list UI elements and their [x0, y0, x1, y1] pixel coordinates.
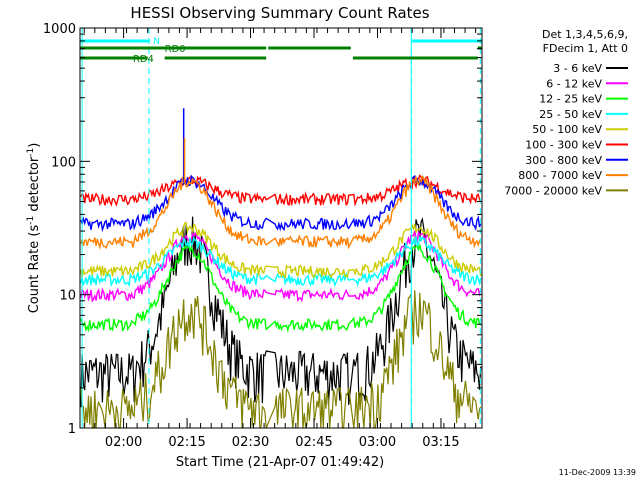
- legend-entry-label: 100 - 300 keV: [525, 139, 602, 152]
- plot-frame: [79, 27, 483, 429]
- x-tick-label: 03:00: [359, 435, 396, 450]
- legend-entry-label: 300 - 800 keV: [525, 154, 602, 167]
- x-axis-label: Start Time (21-Apr-07 01:49:42): [176, 455, 384, 470]
- series-line: [80, 290, 482, 429]
- legend-entry-label: 7000 - 20000 keV: [504, 184, 602, 197]
- series-line: [80, 243, 482, 333]
- y-tick-label: 1000: [43, 22, 76, 37]
- timestamp: 11-Dec-2009 13:39: [559, 468, 636, 477]
- legend-entry-label: 3 - 6 keV: [553, 62, 602, 75]
- x-tick-label: 02:30: [232, 435, 269, 450]
- series-line: [80, 174, 482, 233]
- series-line: [80, 174, 482, 250]
- legend-entry-label: 6 - 12 keV: [546, 77, 602, 90]
- x-tick-label: 02:45: [295, 435, 332, 450]
- series-line: [80, 221, 482, 279]
- flag-label-night: N: [153, 37, 160, 47]
- legend-entry-label: 12 - 25 keV: [539, 93, 602, 106]
- y-tick-label: 1: [68, 422, 76, 437]
- series-line: [80, 173, 482, 207]
- chart-title: HESSI Observing Summary Count Rates: [130, 4, 429, 22]
- legend-entry-label: 25 - 50 keV: [539, 108, 602, 121]
- x-tick-label: 02:00: [105, 435, 142, 450]
- legend-entry-label: 50 - 100 keV: [532, 123, 602, 136]
- legend-header: Det 1,3,4,5,6,9,: [542, 28, 628, 41]
- legend-entry-label: 800 - 7000 keV: [518, 169, 602, 182]
- x-tick-label: 02:15: [168, 435, 205, 450]
- legend-header: FDecim 1, Att 0: [543, 42, 628, 55]
- y-axis-label: Count Rate (s-1 detector-1): [26, 143, 42, 314]
- flag-layer: N RD0 RD4: [80, 28, 482, 428]
- axis-layer: 1 10 100 1000 02:00 02:15 02:30 02:45 03:00 03:15: [43, 22, 482, 450]
- data-layer: [80, 108, 482, 429]
- y-tick-label: 100: [51, 155, 76, 170]
- series-line: [80, 216, 482, 408]
- series-line: [80, 234, 482, 288]
- flag-label-rd4: RD4: [133, 54, 154, 65]
- y-tick-label: 10: [59, 289, 76, 304]
- legend: Det 1,3,4,5,6,9,FDecim 1, Att 0 3 - 6 keV…: [504, 28, 628, 197]
- x-tick-label: 03:15: [422, 435, 459, 450]
- flag-label-rd0: RD0: [165, 44, 186, 55]
